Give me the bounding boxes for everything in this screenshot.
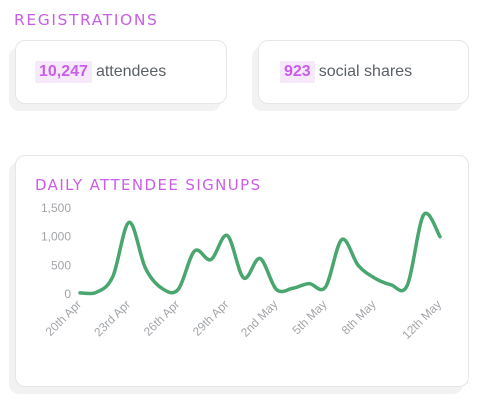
y-tick-label: 1,000 bbox=[41, 230, 71, 244]
page-title: REGISTRATIONS bbox=[14, 11, 159, 29]
x-tick-label: 29th Apr bbox=[190, 297, 232, 339]
chart-title: DAILY ATTENDEE SIGNUPS bbox=[35, 176, 262, 194]
x-tick-label: 23rd Apr bbox=[91, 297, 133, 339]
attendees-count: 10,247 bbox=[35, 61, 92, 83]
x-tick-label: 20th Apr bbox=[43, 297, 85, 339]
signups-chart-card: DAILY ATTENDEE SIGNUPS bbox=[15, 155, 469, 387]
x-tick-label: 12th May bbox=[399, 297, 444, 342]
x-tick-label: 5th May bbox=[289, 297, 329, 337]
x-tick-label: 2nd May bbox=[238, 297, 280, 339]
x-tick-label: 8th May bbox=[339, 297, 379, 337]
attendees-stat-card: 10,247 attendees bbox=[15, 40, 227, 104]
x-tick-label: 26th Apr bbox=[141, 297, 183, 339]
plot-area bbox=[78, 211, 442, 296]
social-shares-count: 923 bbox=[280, 61, 315, 83]
y-tick-label: 1,500 bbox=[41, 201, 71, 215]
social-shares-label: social shares bbox=[318, 63, 413, 80]
social-shares-stat-card: 923 social shares bbox=[258, 40, 469, 104]
x-axis: 20th Apr 23rd Apr 26th Apr 29th Apr 2nd May 5… bbox=[43, 297, 445, 342]
y-tick-label: 500 bbox=[51, 258, 71, 272]
attendees-label: attendees bbox=[95, 63, 167, 80]
y-axis: 1,500 1,000 500 0 bbox=[41, 201, 71, 301]
signups-series-line bbox=[78, 211, 442, 296]
y-tick-label: 0 bbox=[64, 287, 71, 301]
